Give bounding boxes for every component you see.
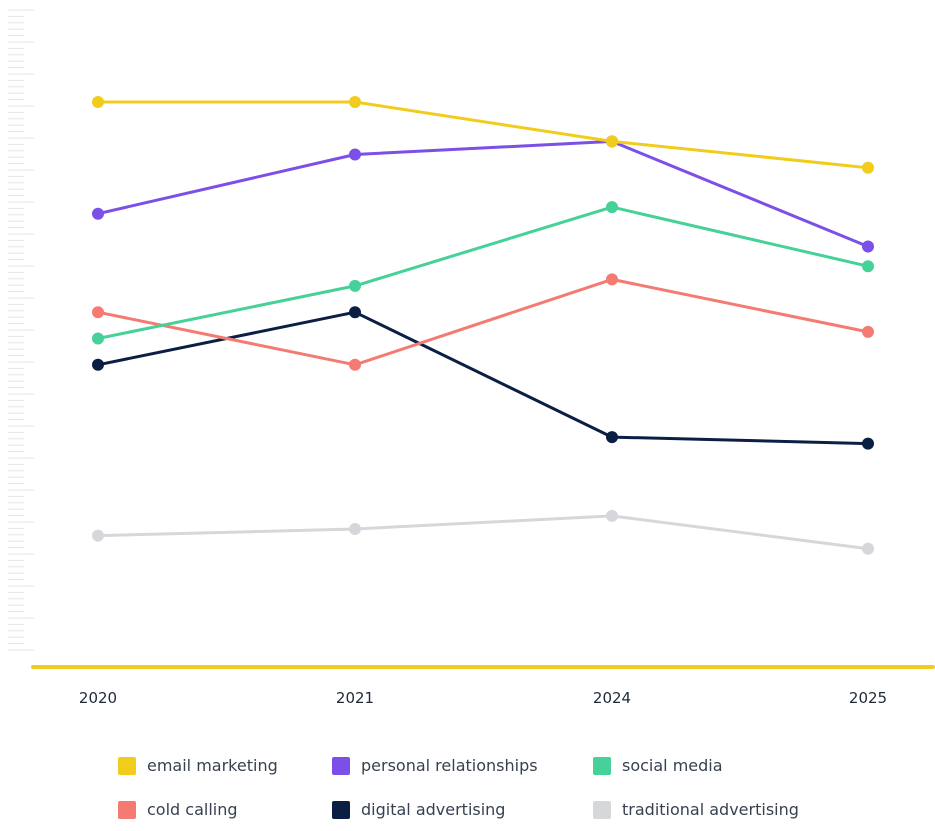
data-point-social-media-2020[interactable] bbox=[92, 332, 104, 345]
legend-item-traditional-advertising[interactable]: traditional advertising bbox=[593, 800, 799, 819]
y-axis-ruler bbox=[8, 9, 34, 651]
legend-swatch bbox=[118, 756, 136, 775]
series-line-digital-advertising bbox=[97, 310, 869, 446]
data-point-social-media-2024[interactable] bbox=[606, 201, 618, 214]
data-point-personal-relationships-2020[interactable] bbox=[92, 207, 104, 220]
series-line-personal-relationships bbox=[97, 139, 869, 248]
x-tick-label: 2025 bbox=[849, 689, 887, 707]
data-point-traditional-advertising-2020[interactable] bbox=[92, 529, 104, 542]
data-point-social-media-2021[interactable] bbox=[349, 279, 361, 292]
data-point-digital-advertising-2025[interactable] bbox=[862, 437, 874, 450]
data-point-cold-calling-2024[interactable] bbox=[606, 273, 618, 286]
legend-swatch bbox=[118, 800, 136, 819]
series-line-cold-calling bbox=[97, 277, 869, 367]
legend-swatch bbox=[593, 800, 611, 819]
data-point-traditional-advertising-2025[interactable] bbox=[862, 542, 874, 555]
legend-item-cold-calling[interactable]: cold calling bbox=[118, 800, 238, 819]
data-point-traditional-advertising-2021[interactable] bbox=[349, 523, 361, 535]
legend-item-personal-relationships[interactable]: personal relationships bbox=[332, 756, 538, 775]
series-layer bbox=[92, 96, 874, 555]
data-point-digital-advertising-2021[interactable] bbox=[349, 306, 361, 319]
x-tick-label: 2021 bbox=[336, 689, 374, 707]
data-point-traditional-advertising-2024[interactable] bbox=[606, 509, 618, 522]
legend: email marketing personal relationships s… bbox=[118, 752, 838, 822]
series-line-social-media bbox=[97, 205, 869, 340]
data-point-personal-relationships-2021[interactable] bbox=[349, 148, 361, 161]
x-tick-label: 2024 bbox=[593, 689, 631, 707]
legend-label: email marketing bbox=[147, 756, 278, 775]
series-line-email-marketing bbox=[98, 100, 869, 170]
x-tick-label: 2020 bbox=[79, 689, 117, 707]
legend-swatch bbox=[593, 756, 611, 775]
data-point-cold-calling-2025[interactable] bbox=[862, 325, 874, 338]
legend-item-digital-advertising[interactable]: digital advertising bbox=[332, 800, 505, 819]
data-point-email-marketing-2020[interactable] bbox=[92, 96, 104, 108]
legend-swatch bbox=[332, 800, 350, 819]
data-point-social-media-2025[interactable] bbox=[862, 260, 874, 273]
data-point-digital-advertising-2024[interactable] bbox=[606, 431, 618, 444]
data-point-email-marketing-2024[interactable] bbox=[606, 135, 618, 148]
data-point-digital-advertising-2020[interactable] bbox=[92, 358, 104, 371]
data-point-cold-calling-2020[interactable] bbox=[92, 306, 104, 319]
legend-label: social media bbox=[622, 756, 723, 775]
legend-label: traditional advertising bbox=[622, 800, 799, 819]
legend-label: cold calling bbox=[147, 800, 238, 819]
series-line-traditional-advertising bbox=[97, 514, 869, 551]
data-point-cold-calling-2021[interactable] bbox=[349, 358, 361, 371]
legend-item-email-marketing[interactable]: email marketing bbox=[118, 756, 278, 775]
legend-swatch bbox=[332, 756, 350, 775]
legend-label: digital advertising bbox=[361, 800, 506, 819]
legend-label: personal relationships bbox=[361, 756, 538, 775]
data-point-email-marketing-2025[interactable] bbox=[862, 161, 874, 174]
x-axis-tick-labels: 2020 2021 2024 2025 bbox=[79, 689, 887, 707]
data-point-email-marketing-2021[interactable] bbox=[349, 96, 361, 108]
data-point-personal-relationships-2025[interactable] bbox=[862, 240, 874, 253]
legend-item-social-media[interactable]: social media bbox=[593, 756, 723, 775]
